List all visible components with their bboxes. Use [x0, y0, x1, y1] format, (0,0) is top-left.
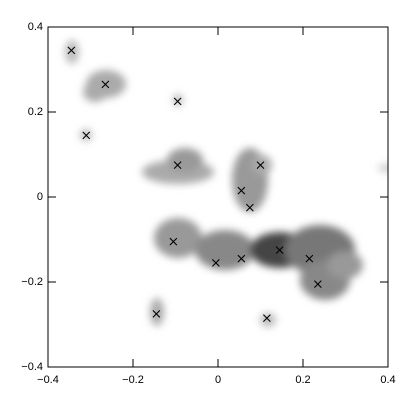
density-map	[65, 40, 388, 327]
y-tick-label: 0.4	[28, 21, 43, 33]
marker-stroke	[256, 161, 265, 170]
marker-stroke	[313, 280, 322, 289]
marker-stroke	[262, 314, 271, 323]
marker	[169, 237, 178, 246]
marker-stroke	[237, 186, 246, 195]
marker-stroke	[275, 246, 284, 255]
marker	[211, 258, 220, 267]
marker	[313, 280, 322, 289]
marker-stroke	[82, 131, 91, 140]
marker	[275, 246, 284, 255]
marker	[173, 97, 182, 106]
x-tick-label: 0.2	[295, 374, 310, 386]
marker-stroke	[237, 254, 246, 263]
marker-stroke	[173, 161, 182, 170]
marker	[237, 186, 246, 195]
marker-stroke	[169, 237, 178, 246]
marker-stroke	[101, 80, 110, 89]
marker	[173, 161, 182, 170]
marker-stroke	[211, 258, 220, 267]
marker-stroke	[173, 97, 182, 106]
marker	[82, 131, 91, 140]
marker-stroke	[152, 309, 161, 318]
y-tick-label: 0	[37, 191, 43, 203]
y-tick-label: −0.4	[21, 361, 43, 373]
marker	[256, 161, 265, 170]
x-tick-label: 0	[215, 374, 221, 386]
x-tick-label: −0.4	[37, 374, 59, 386]
marker	[237, 254, 246, 263]
x-tick-label: 0.4	[380, 374, 395, 386]
y-tick-label: 0.2	[28, 106, 43, 118]
marker	[245, 203, 254, 212]
marker	[262, 314, 271, 323]
marker-stroke	[305, 254, 314, 263]
marker	[305, 254, 314, 263]
marker	[101, 80, 110, 89]
y-tick-label: −0.2	[21, 276, 43, 288]
marker	[152, 309, 161, 318]
marker	[67, 46, 76, 55]
x-tick-label: −0.2	[122, 374, 144, 386]
marker-stroke	[245, 203, 254, 212]
marker-stroke	[67, 46, 76, 55]
